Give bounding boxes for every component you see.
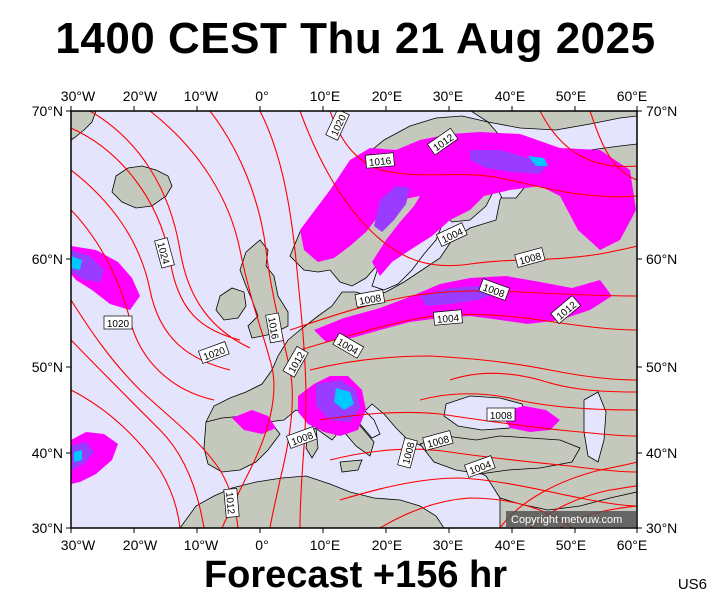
- lon-label: 50°E: [556, 537, 587, 553]
- russia-north-land: [470, 111, 637, 131]
- precip-core-alps-heavy: [334, 388, 354, 410]
- anatolia-land: [419, 435, 581, 475]
- latitude-labels-right: 70°N 60°N 50°N 40°N 30°N: [646, 103, 677, 536]
- map-plot-area: 1020 1016 1012 1024 1020 1020 1016 1012 …: [71, 111, 637, 528]
- greenland-land: [71, 111, 97, 141]
- precip-core-finland: [470, 150, 548, 174]
- lat-label: 50°N: [32, 359, 63, 375]
- isobar-line: [299, 313, 637, 351]
- isobar-line: [449, 372, 637, 393]
- lon-label: 50°E: [556, 88, 587, 104]
- copyright-notice: Copyright metvuw.com: [506, 511, 636, 527]
- lon-label: 10°W: [184, 88, 219, 104]
- ireland-land: [215, 287, 247, 321]
- isobar-line: [149, 111, 275, 528]
- lat-label: 30°N: [646, 520, 677, 536]
- isobar-line: [539, 111, 637, 168]
- isobar-label: 1004: [433, 309, 463, 326]
- svg-text:1020: 1020: [107, 319, 130, 330]
- precip-core-finland-heavy: [528, 156, 548, 166]
- isobar-label: 1008: [354, 289, 386, 308]
- isobar-line: [299, 111, 637, 267]
- isobar-line: [309, 355, 637, 381]
- isobar-label: 1016: [265, 312, 284, 344]
- lon-label: 30°E: [433, 88, 464, 104]
- map-frame: [70, 110, 638, 529]
- isobar-line: [71, 169, 231, 371]
- lon-label: 60°E: [617, 88, 648, 104]
- longitude-labels-bottom: 30°W 20°W 10°W 0° 10°E 20°E 30°E 40°E 50…: [61, 537, 647, 553]
- lon-label: 0°: [255, 88, 268, 104]
- sicily-land: [339, 459, 363, 473]
- lat-label: 30°N: [32, 520, 63, 536]
- precip-iberia-med: [232, 410, 276, 434]
- isobar-line: [319, 411, 637, 437]
- precip-core-atlantic-sw: [71, 442, 94, 470]
- map-title: 1400 CEST Thu 21 Aug 2025: [55, 14, 656, 63]
- tick-marks: [66, 106, 642, 533]
- isobar-line: [419, 393, 637, 411]
- lon-label: 40°E: [495, 88, 526, 104]
- precip-core-norway: [374, 186, 410, 232]
- isobar-label: 1020: [103, 315, 133, 330]
- lon-label: 10°W: [184, 537, 219, 553]
- svg-text:Copyright metvuw.com: Copyright metvuw.com: [511, 514, 622, 526]
- isobar-line: [589, 111, 637, 181]
- region-code: US6: [677, 576, 707, 593]
- precip-core-atlantic-sw-heavy: [74, 450, 82, 462]
- iceland-land: [111, 165, 173, 209]
- lon-label: 10°E: [310, 88, 341, 104]
- lat-label: 70°N: [32, 103, 63, 119]
- precip-core-atlantic-west: [71, 250, 104, 282]
- lon-label: 30°W: [61, 88, 96, 104]
- north-africa-land: [179, 475, 445, 528]
- lon-label: 20°W: [123, 537, 158, 553]
- lat-label: 50°N: [646, 359, 677, 375]
- lon-label: 30°E: [433, 537, 464, 553]
- lon-label: 20°W: [123, 88, 158, 104]
- lon-label: 30°W: [61, 537, 96, 553]
- lon-label: 10°E: [310, 537, 341, 553]
- isobar-line: [71, 389, 181, 528]
- isobar-line: [329, 111, 637, 198]
- isobar-line: [289, 290, 637, 331]
- isobar-line: [209, 111, 293, 528]
- isobar-line: [71, 339, 205, 528]
- lat-label: 70°N: [646, 103, 677, 119]
- precip-norway-sea: [300, 132, 636, 276]
- lon-label: 40°E: [495, 537, 526, 553]
- svg-text:1004: 1004: [437, 313, 461, 326]
- isobar-labels: 1020 1016 1012 1024 1020 1020 1016 1012 …: [103, 111, 582, 518]
- isobar-label: 1008: [478, 278, 510, 301]
- svg-text:1016: 1016: [369, 156, 393, 169]
- lon-label: 0°: [255, 537, 268, 553]
- lon-label: 20°E: [372, 88, 403, 104]
- lat-label: 40°N: [32, 445, 63, 461]
- lat-label: 60°N: [32, 251, 63, 267]
- svg-text:1016: 1016: [265, 316, 280, 340]
- isobar-line: [499, 461, 637, 528]
- svg-text:1012: 1012: [223, 492, 236, 516]
- lon-label: 20°E: [372, 537, 403, 553]
- precip-core-atlantic-west-heavy: [71, 256, 82, 270]
- isobar-label: 1008: [486, 407, 516, 422]
- lat-label: 60°N: [646, 251, 677, 267]
- forecast-hour-label: Forecast +156 hr: [203, 554, 508, 596]
- svg-text:1008: 1008: [490, 411, 513, 422]
- isobar-line: [259, 111, 307, 528]
- latitude-labels-left: 70°N 60°N 50°N 40°N 30°N: [32, 103, 63, 536]
- isobar-label: 1016: [365, 152, 395, 169]
- svg-text:1008: 1008: [358, 293, 382, 308]
- isobar-line: [339, 477, 637, 507]
- isobar-label: 1012: [223, 488, 240, 518]
- isobar-line: [89, 111, 251, 349]
- longitude-labels-top: 30°W 20°W 10°W 0° 10°E 20°E 30°E 40°E 50…: [61, 88, 647, 104]
- lon-label: 60°E: [617, 537, 648, 553]
- lat-label: 40°N: [646, 445, 677, 461]
